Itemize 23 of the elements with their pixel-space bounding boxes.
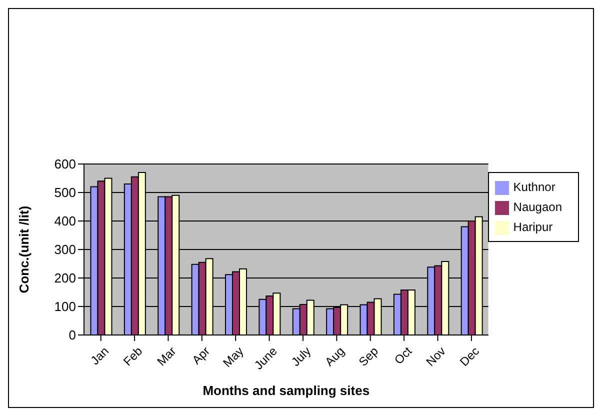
x-tick-label: Oct [392,344,416,368]
y-tick-label: 0 [68,328,76,343]
x-tick-label: Mar [154,344,179,369]
x-tick-label: July [288,344,314,370]
y-tick-label: 600 [54,156,76,172]
y-tick-label: 400 [54,214,76,229]
y-tick-label: 100 [54,299,76,314]
x-tick-label: May [220,344,246,370]
y-tick-label: 200 [54,270,76,286]
y-tick-label: 300 [54,242,76,258]
legend-label: Haripur [513,220,553,234]
legend-label: Kuthnor [513,180,556,194]
legend-label: Naugaon [513,200,562,214]
x-tick-label: Sep [356,344,382,370]
x-tick-label: Nov [423,344,448,370]
y-axis-title: Conc.(unit /lit) [16,206,32,294]
x-tick-label: Jan [88,344,112,368]
x-tick-label: Feb [120,344,146,369]
y-tick-label: 500 [54,185,76,200]
x-tick-label: Dec [457,344,482,370]
x-tick-label: Apr [189,344,213,368]
x-tick-label: Aug [322,344,348,370]
x-axis-title: Months and sampling sites [202,383,370,398]
